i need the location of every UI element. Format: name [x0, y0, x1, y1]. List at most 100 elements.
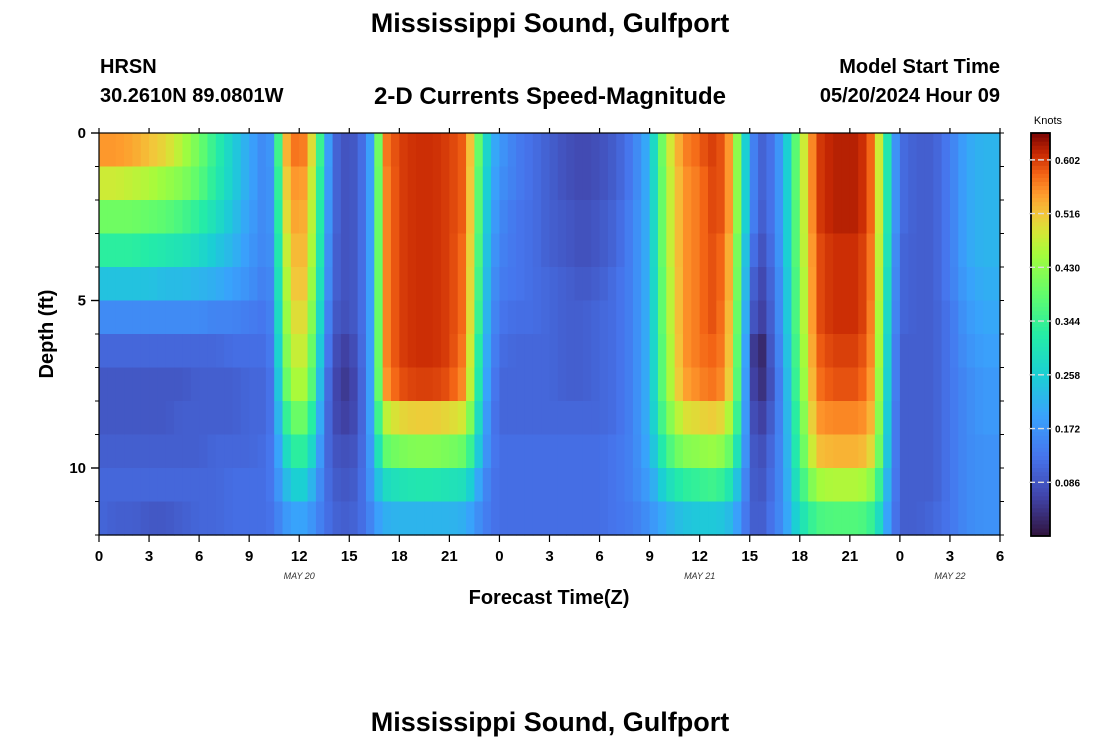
heatmap-cell: [532, 166, 542, 201]
heatmap-cell: [891, 233, 901, 268]
heatmap-cell: [365, 200, 375, 235]
heatmap-cell: [499, 334, 509, 369]
heatmap-cell: [449, 233, 459, 268]
heatmap-cell: [958, 401, 968, 436]
heatmap-cell: [432, 267, 442, 302]
heatmap-cell: [983, 468, 993, 503]
colorbar-segment: [1031, 443, 1050, 448]
heatmap-cell: [933, 300, 943, 335]
heatmap-cell: [607, 401, 617, 436]
heatmap-cell: [641, 200, 651, 235]
heatmap-cell: [574, 267, 584, 302]
heatmap-cell: [457, 401, 467, 436]
heatmap-cell: [224, 367, 234, 402]
heatmap-cell: [215, 267, 225, 302]
heatmap-cell: [641, 300, 651, 335]
heatmap-cell: [324, 233, 334, 268]
colorbar-tick-label: 0.516: [1055, 210, 1080, 221]
heatmap-cell: [374, 233, 384, 268]
heatmap-cell: [190, 166, 200, 201]
colorbar-segment: [1031, 386, 1050, 392]
heatmap-cell: [115, 267, 125, 302]
heatmap-cell: [783, 501, 793, 536]
heatmap-cell: [591, 233, 601, 268]
heatmap-cell: [833, 334, 843, 369]
heatmap-cell: [349, 334, 359, 369]
heatmap-cell: [190, 367, 200, 402]
heatmap-cell: [716, 334, 726, 369]
heatmap-cell: [249, 133, 259, 168]
heatmap-cell: [124, 401, 133, 436]
heatmap-cell: [215, 468, 225, 503]
heatmap-cell: [874, 133, 884, 168]
heatmap-cell: [257, 233, 267, 268]
heatmap-cell: [432, 367, 442, 402]
heatmap-cell: [808, 334, 818, 369]
heatmap-cell: [207, 133, 217, 168]
heatmap-cell: [574, 501, 584, 536]
heatmap-cell: [674, 233, 684, 268]
heatmap-cell: [507, 367, 517, 402]
heatmap-cell: [524, 300, 534, 335]
heatmap-cell: [657, 434, 667, 469]
heatmap-cell: [557, 233, 567, 268]
heatmap-cell: [232, 401, 242, 436]
colorbar-segment: [1031, 483, 1050, 489]
heatmap-cell: [566, 267, 576, 302]
colorbar-segment: [1031, 350, 1050, 356]
heatmap-cell: [365, 300, 375, 335]
heatmap-cell: [307, 233, 317, 268]
repeat-title: Mississippi Sound, Gulfport: [370, 707, 730, 737]
x-tick-label: 6: [996, 548, 1004, 565]
colorbar-segment: [1031, 334, 1050, 340]
heatmap-cell: [441, 468, 450, 503]
colorbar-segment: [1031, 249, 1050, 255]
heatmap-cell: [207, 501, 217, 536]
colorbar-segment: [1031, 257, 1050, 263]
heatmap-cell: [182, 233, 192, 268]
heatmap-cell: [157, 501, 167, 536]
heatmap-cell: [549, 367, 559, 402]
heatmap-cell: [933, 233, 943, 268]
colorbar-segment: [1031, 177, 1050, 182]
heatmap-cell: [349, 267, 359, 302]
heatmap-cell: [691, 166, 701, 201]
heatmap-cell: [983, 401, 993, 436]
heatmap-cell: [708, 166, 717, 201]
heatmap-cell: [240, 334, 250, 369]
y-axis: 0 5 10: [69, 125, 1004, 536]
heatmap-cell: [99, 468, 108, 503]
heatmap-cell: [115, 300, 125, 335]
heatmap-cell: [149, 300, 158, 335]
heatmap-cell: [866, 300, 876, 335]
colorbar-segment: [1031, 435, 1050, 440]
heatmap-cell: [574, 200, 584, 235]
heatmap-cell: [499, 133, 509, 168]
heatmap-cell: [599, 166, 609, 201]
heatmap-cell: [549, 233, 559, 268]
heatmap-cell: [799, 166, 809, 201]
heatmap-cell: [941, 166, 951, 201]
heatmap-cell: [791, 166, 801, 201]
heatmap-cell: [124, 267, 133, 302]
heatmap-cell: [157, 200, 167, 235]
colorbar-segment: [1031, 169, 1050, 174]
colorbar-segment: [1031, 447, 1050, 452]
heatmap-cell: [616, 300, 626, 335]
heatmap-cell: [966, 367, 976, 402]
heatmap-cell: [274, 233, 284, 268]
heatmap-cell: [816, 200, 826, 235]
x-tick-label: 18: [791, 548, 808, 565]
heatmap-cell: [299, 200, 309, 235]
heatmap-cell: [599, 200, 609, 235]
heatmap-cell: [933, 267, 943, 302]
heatmap-cell: [582, 233, 592, 268]
heatmap-cell: [99, 267, 108, 302]
heatmap-cell: [399, 367, 409, 402]
heatmap-cell: [791, 267, 801, 302]
heatmap-cell: [332, 401, 342, 436]
heatmap-cell: [924, 233, 934, 268]
heatmap-cell: [416, 200, 425, 235]
colorbar-segment: [1031, 471, 1050, 477]
heatmap-cell: [466, 468, 476, 503]
